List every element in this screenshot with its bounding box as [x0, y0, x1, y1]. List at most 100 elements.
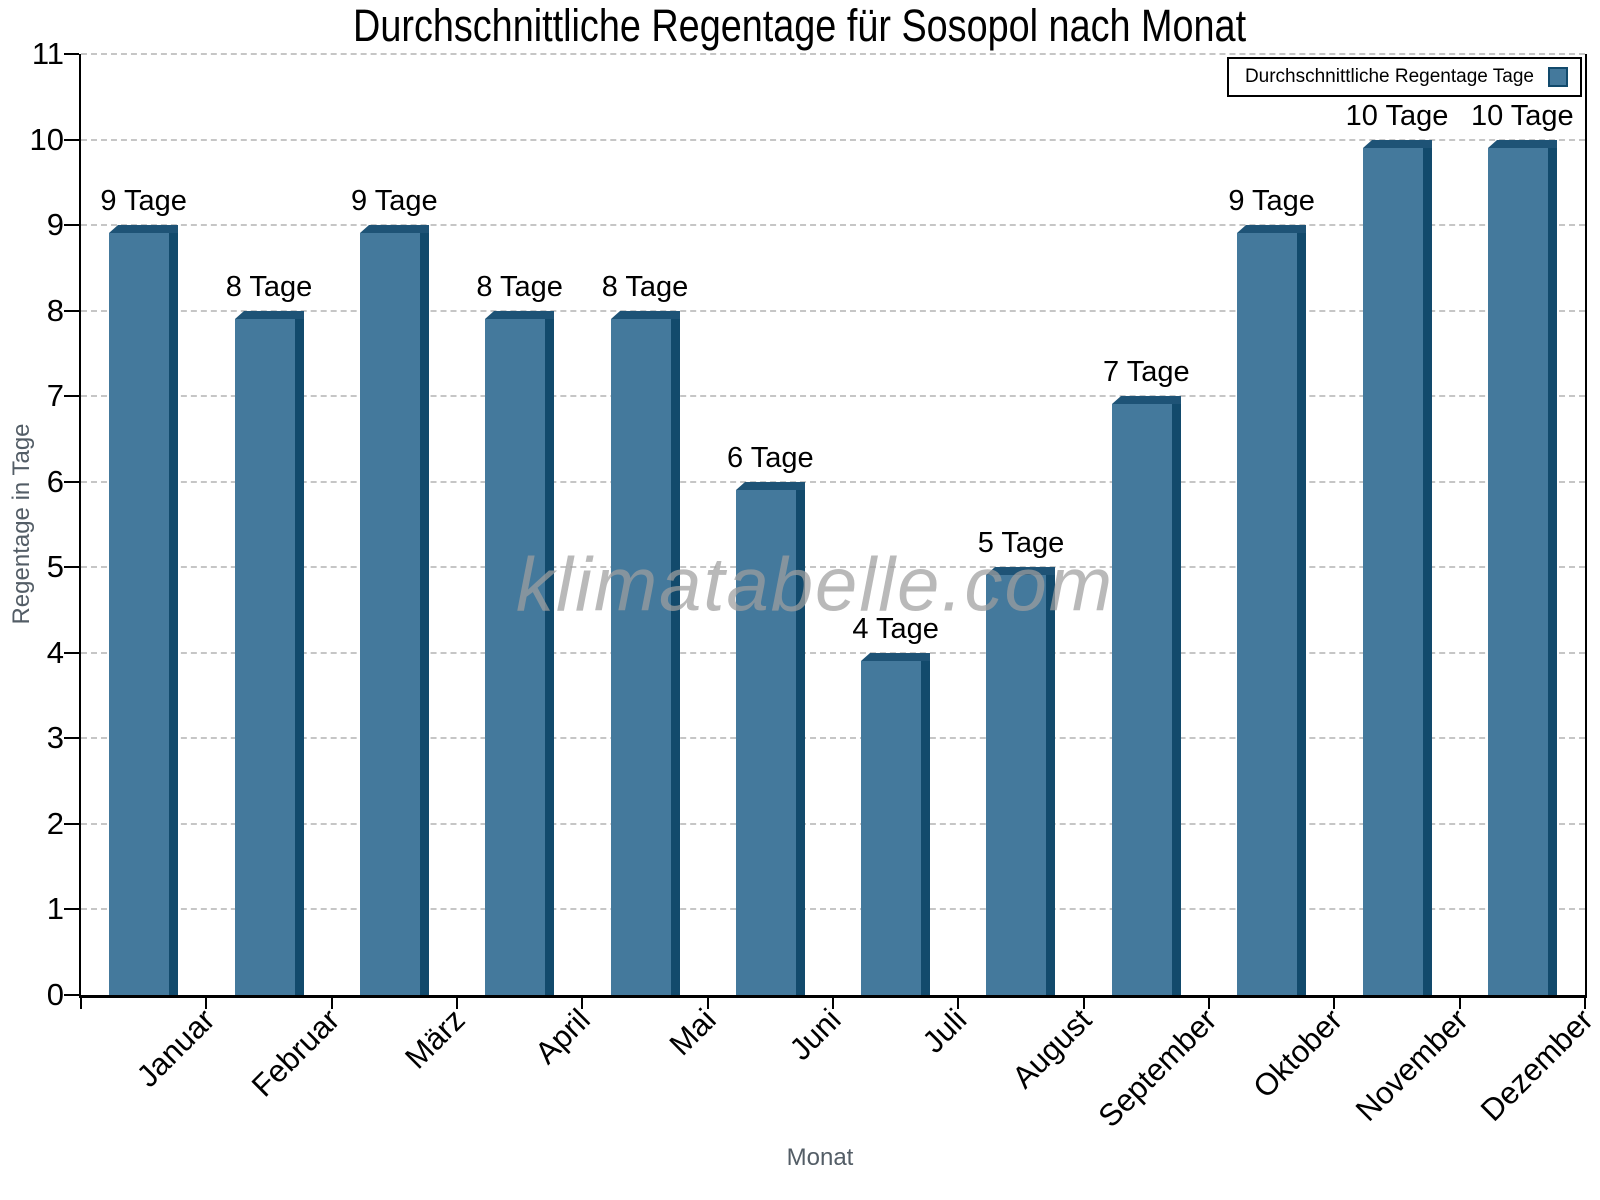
bar-side-shade: [1423, 148, 1432, 995]
bar-face: [1488, 148, 1548, 995]
y-tick-label: 2: [46, 805, 64, 841]
gridline: [81, 822, 1585, 825]
gridline: [81, 53, 1585, 55]
legend: Durchschnittliche Regentage Tage: [1226, 57, 1582, 97]
y-tick-label: 8: [46, 292, 64, 328]
bar-top-bevel: [109, 225, 178, 233]
y-tick: [64, 480, 79, 483]
bar-top-bevel: [1488, 140, 1557, 148]
gridline: [81, 138, 1585, 141]
bar-januar: [109, 225, 178, 995]
y-tick: [64, 651, 79, 654]
bar-face: [360, 233, 420, 995]
bar-face: [109, 233, 169, 995]
bar-top-bevel: [861, 653, 930, 661]
bar-side-shade: [420, 233, 429, 995]
bar-value-label: 10 Tage: [1470, 100, 1574, 132]
bar-face: [1112, 404, 1172, 995]
bar-side-shade: [1046, 575, 1055, 995]
bar-side-shade: [295, 319, 304, 995]
bar-value-label: 5 Tage: [977, 527, 1065, 559]
bar-februar: [235, 311, 304, 995]
x-tick: [832, 998, 834, 1009]
bar-top-bevel: [736, 482, 805, 490]
x-tick: [456, 998, 458, 1009]
x-tick: [1333, 998, 1336, 1009]
bar-value-label: 9 Tage: [100, 185, 187, 217]
bar-top-bevel: [611, 311, 680, 319]
y-tick-label: 3: [46, 720, 64, 756]
y-tick-label: 6: [46, 463, 64, 499]
bar-face: [611, 319, 671, 995]
y-tick-label: 5: [46, 549, 64, 585]
y-tick: [64, 309, 79, 312]
bar-august: [986, 567, 1055, 995]
y-tick-label: 0: [46, 977, 64, 1012]
bar-side-shade: [1172, 404, 1181, 995]
bar-face: [1363, 148, 1423, 995]
bar-side-shade: [545, 319, 554, 995]
bar-side-shade: [671, 319, 680, 995]
x-tick: [1458, 998, 1461, 1009]
bar-top-bevel: [485, 311, 554, 319]
y-tick: [64, 566, 79, 569]
x-axis-title: Monat: [786, 1144, 854, 1171]
x-tick: [706, 998, 709, 1009]
x-tick: [1584, 998, 1586, 1009]
x-tick: [1208, 998, 1210, 1009]
x-tick: [330, 998, 333, 1009]
y-tick: [64, 138, 79, 141]
legend-swatch-icon: [1548, 67, 1568, 87]
bar-side-shade: [1548, 148, 1557, 995]
gridline: [81, 566, 1585, 569]
bar-top-bevel: [1237, 225, 1306, 233]
gridline: [81, 737, 1585, 740]
bar-dezember: [1488, 140, 1557, 995]
bar-oktober: [1237, 225, 1306, 995]
gridline: [81, 309, 1585, 312]
bar-november: [1363, 140, 1432, 995]
bar-value-label: 9 Tage: [1228, 185, 1315, 217]
bar-top-bevel: [235, 311, 304, 319]
x-tick: [205, 998, 208, 1009]
bar-juli: [861, 653, 930, 995]
y-tick-label: 11: [31, 36, 64, 71]
bar-face: [235, 319, 295, 995]
y-tick: [64, 737, 79, 740]
y-tick-label: 1: [46, 891, 64, 927]
y-tick: [64, 395, 79, 398]
bar-side-shade: [921, 661, 930, 995]
bar-value-label: 9 Tage: [351, 185, 438, 217]
bar-side-shade: [1297, 233, 1306, 995]
gridline: [81, 224, 1585, 227]
y-tick: [64, 224, 79, 227]
gridline: [81, 480, 1585, 483]
x-tick: [1082, 998, 1085, 1009]
legend-label: Durchschnittliche Regentage Tage: [1244, 66, 1534, 87]
bar-mai: [611, 311, 680, 995]
bar-value-label: 8 Tage: [476, 271, 563, 303]
bar-value-label: 10 Tage: [1345, 100, 1449, 132]
y-tick: [64, 908, 79, 911]
bar-face: [861, 661, 921, 995]
plot-area: 9 Tage 8 Tage 9 Tage 8 Tage 8 Tage 6 Tage 4 Ta…: [79, 53, 1587, 998]
y-tick-label: 7: [46, 378, 64, 414]
bar-top-bevel: [1363, 140, 1432, 148]
bar-face: [986, 575, 1046, 995]
bar-face: [1237, 233, 1297, 995]
bar-top-bevel: [986, 567, 1055, 575]
bar-top-bevel: [1112, 396, 1181, 404]
bar-top-bevel: [360, 225, 429, 233]
bar-value-label: 4 Tage: [852, 613, 939, 645]
bar-april: [485, 311, 554, 995]
bar-september: [1112, 396, 1181, 995]
y-tick: [64, 53, 79, 55]
bar-value-label: 8 Tage: [225, 271, 313, 303]
bar-value-label: 7 Tage: [1103, 356, 1190, 388]
bar-side-shade: [796, 490, 805, 995]
y-axis-title: Regentage in Tage: [8, 423, 35, 625]
x-tick: [957, 998, 960, 1009]
bar-face: [485, 319, 545, 995]
y-tick-label: 4: [46, 634, 64, 670]
bar-side-shade: [169, 233, 178, 995]
